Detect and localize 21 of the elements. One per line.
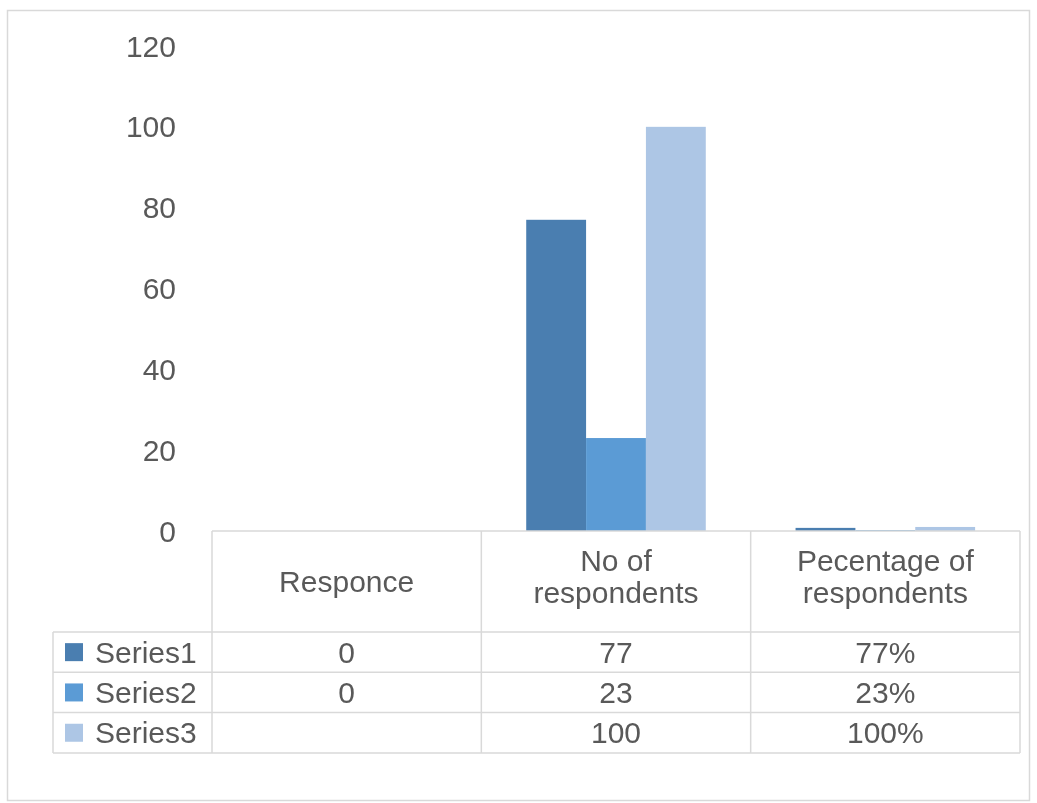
data-label: 23% — [855, 675, 916, 709]
data-label: 77% — [855, 635, 916, 669]
data-label: 77 — [599, 635, 633, 669]
data-label: 23 — [599, 675, 633, 709]
data-label: 100 — [590, 716, 642, 750]
y-tick-label: 100 — [125, 110, 176, 144]
data-label: 0 — [338, 635, 356, 669]
legend-label: Series2 — [95, 675, 197, 709]
y-tick-label: 20 — [142, 433, 176, 467]
data-label: 0 — [338, 675, 356, 709]
legend-label: Series1 — [95, 635, 197, 669]
y-tick-label: 0 — [159, 514, 176, 548]
data-label: 100% — [846, 716, 924, 750]
y-tick-label: 120 — [125, 29, 176, 63]
y-tick-label: 40 — [142, 352, 176, 386]
y-tick-label: 60 — [142, 272, 176, 305]
y-tick-label: 80 — [142, 191, 176, 225]
x-tick-label: Responce — [279, 565, 415, 598]
legend-label: Series3 — [95, 716, 197, 750]
x-tick-label: Pecentage of respondents — [796, 543, 975, 609]
x-tick-label: No of respondents — [533, 543, 699, 609]
